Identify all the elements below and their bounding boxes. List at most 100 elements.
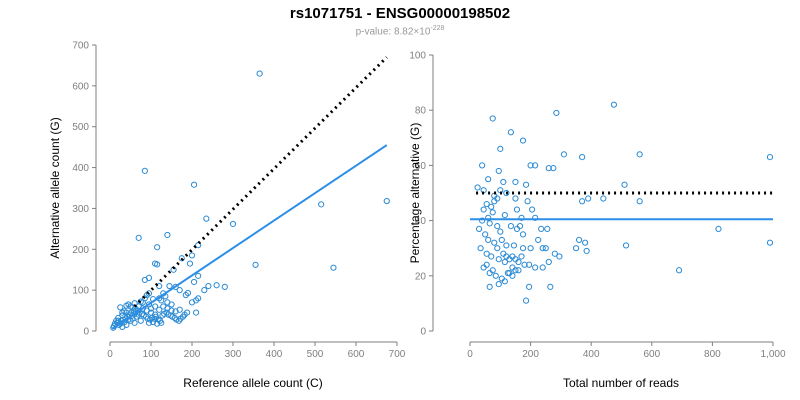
panel2-data-point — [575, 236, 583, 244]
panel1-data-point — [172, 283, 179, 290]
panel1-data-point — [119, 323, 126, 331]
panel2-data-point — [527, 162, 534, 169]
panel1-data-point — [193, 309, 200, 316]
panel1-data-point — [135, 234, 142, 241]
panel2-x-tick-label: 1,000 — [760, 349, 785, 360]
panel2-data-point — [485, 214, 492, 221]
panel1-data-point — [183, 309, 191, 316]
panel2-data-point — [501, 278, 508, 285]
panel2-data-point — [532, 214, 539, 221]
panel2-data-point — [539, 264, 546, 271]
panel1-data-point — [186, 260, 194, 267]
panel2-data-point — [529, 206, 536, 213]
panel2-data-point — [491, 239, 498, 246]
panel2-data-point — [503, 189, 510, 197]
panel2-data-point — [525, 261, 533, 268]
panel1-data-point — [141, 276, 148, 284]
panel2-data-point — [547, 283, 554, 290]
panel2-data-point — [538, 225, 545, 232]
panel2-data-point — [532, 264, 539, 271]
panel2-data-point — [489, 209, 496, 216]
panel2-data-point — [485, 236, 492, 244]
panel1-y-tick-label: 300 — [72, 204, 89, 215]
panel1-data-point — [145, 319, 153, 326]
panel1-data-point — [164, 231, 171, 239]
panel2-data-point — [495, 256, 502, 263]
panel2-data-point — [482, 231, 489, 238]
panel2-data-point — [509, 272, 516, 279]
panel2-data-point — [497, 145, 504, 152]
panel2-data-point — [489, 267, 496, 274]
chart-title: rs1071751 - ENSG00000198502 — [289, 5, 511, 22]
panel2-data-point — [532, 162, 539, 169]
panel1-data-point — [188, 252, 196, 259]
panel2-data-point — [582, 239, 589, 246]
panel2-data-point — [507, 223, 515, 230]
panel1-y-axis-title: Alternative allele count (G) — [48, 117, 62, 258]
panel2-data-point — [501, 258, 508, 266]
panel1-data-point — [152, 311, 159, 318]
panel1-data-point — [160, 303, 167, 310]
panel1-data-point — [159, 312, 166, 319]
panel2-data-point — [560, 151, 568, 158]
panel1-data-point — [156, 306, 163, 313]
panel1-y-tick-label: 700 — [72, 41, 89, 52]
panel2-data-point — [479, 162, 486, 169]
panel2-data-point — [489, 115, 496, 122]
panel2-data-point — [512, 178, 519, 186]
panel2-data-point — [515, 258, 522, 266]
panel1-reference-line — [133, 56, 388, 308]
panel2-data-point — [715, 225, 722, 232]
panel1-data-point — [383, 197, 390, 205]
panel2-data-point — [542, 245, 549, 252]
panel1-y-tick-label: 500 — [72, 122, 89, 133]
panel2-data-point — [494, 245, 501, 252]
panel2-data-point — [527, 245, 534, 252]
panel1-data-point — [119, 312, 126, 319]
panel2-data-point — [636, 151, 643, 158]
panel1-data-point — [213, 282, 220, 289]
panel2-data-point — [519, 231, 527, 238]
panel1-data-point — [139, 305, 146, 312]
panel1-data-point — [195, 295, 202, 302]
panel2-data-point — [521, 261, 528, 268]
panel2-data-point — [522, 297, 530, 304]
panel2-x-axis-title: Total number of reads — [563, 376, 679, 390]
panel1-data-point — [145, 301, 153, 308]
panel1-data-point — [330, 264, 337, 271]
panel2-data-point — [495, 167, 502, 175]
panel1-data-point — [172, 308, 179, 315]
panel1-data-point — [229, 220, 237, 228]
panel1-data-point — [205, 282, 212, 290]
panel1-data-point — [158, 319, 165, 326]
panel2-data-point — [488, 203, 495, 210]
panel1-data-point — [184, 289, 191, 297]
panel2-y-tick-label: 20 — [415, 271, 427, 282]
panel2-data-point — [553, 109, 560, 117]
panel2-data-point — [545, 258, 552, 266]
panel2-data-point — [475, 225, 483, 232]
panel2-data-point — [486, 283, 493, 290]
panel2-data-point — [485, 176, 492, 183]
panel2-data-point — [545, 165, 552, 172]
panel1-fit-line — [111, 144, 388, 330]
chart-subtitle: p-value: 8.82×10-228 — [0, 25, 800, 37]
panel1-data-point — [203, 215, 210, 222]
panel2-data-point — [488, 253, 495, 260]
panel1-data-point — [256, 70, 263, 77]
panel2-data-point — [535, 236, 542, 244]
panel2-data-point — [556, 253, 563, 260]
panel2-data-point — [766, 154, 774, 161]
pvalue-text: p-value: 8.82×10 — [355, 26, 431, 38]
panel1-y-tick-label: 400 — [72, 163, 89, 174]
panel1-data-point — [168, 301, 175, 308]
panel2-y-tick-label: 100 — [409, 51, 426, 62]
panel2-y-tick-label: 80 — [415, 106, 427, 117]
panel1-data-point — [188, 299, 196, 306]
panel1-data-point — [149, 318, 157, 326]
panel2-data-point — [579, 198, 586, 205]
panel1-data-point — [182, 291, 189, 299]
panel1-x-tick-label: 300 — [225, 349, 242, 360]
panel1-data-point — [252, 261, 259, 268]
panel1-data-point — [117, 304, 124, 311]
